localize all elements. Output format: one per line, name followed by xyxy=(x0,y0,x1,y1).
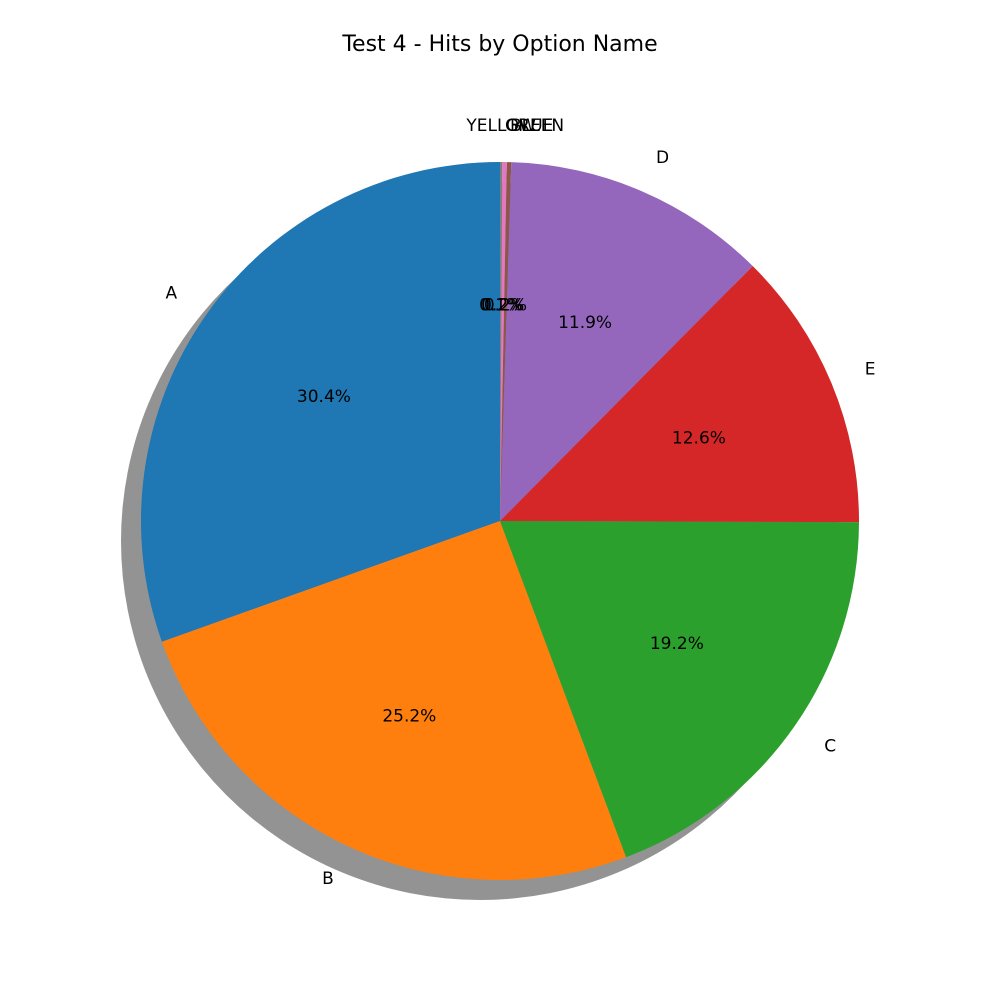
slice-label: A xyxy=(166,284,178,304)
pie-slice xyxy=(140,162,500,642)
percent-label: 11.9% xyxy=(558,313,612,333)
slice-label: BLUE xyxy=(510,116,553,136)
slice-label: D xyxy=(656,148,669,168)
percent-label: 25.2% xyxy=(382,706,436,726)
pie-slice xyxy=(500,162,507,521)
pie-slice xyxy=(500,162,503,521)
percent-label: 0.1% xyxy=(479,296,522,316)
pie-slice xyxy=(500,521,859,858)
percent-label: 0.2% xyxy=(481,296,524,316)
percent-label: 19.2% xyxy=(650,634,704,654)
chart-title: Test 4 - Hits by Option Name xyxy=(341,32,657,57)
pie-slice xyxy=(500,162,753,521)
pie-slice xyxy=(161,521,627,880)
percent-label: 0.2% xyxy=(484,296,527,316)
pie-slice xyxy=(500,265,859,523)
slice-label: C xyxy=(824,736,836,756)
percent-label: 30.4% xyxy=(297,387,351,407)
pie-slice xyxy=(500,162,512,521)
percent-label: 12.6% xyxy=(672,428,726,448)
slice-label: GREEN xyxy=(505,116,564,136)
slice-label: YELLOW xyxy=(465,116,536,136)
slice-label: B xyxy=(322,869,334,889)
slice-label: E xyxy=(865,360,876,380)
